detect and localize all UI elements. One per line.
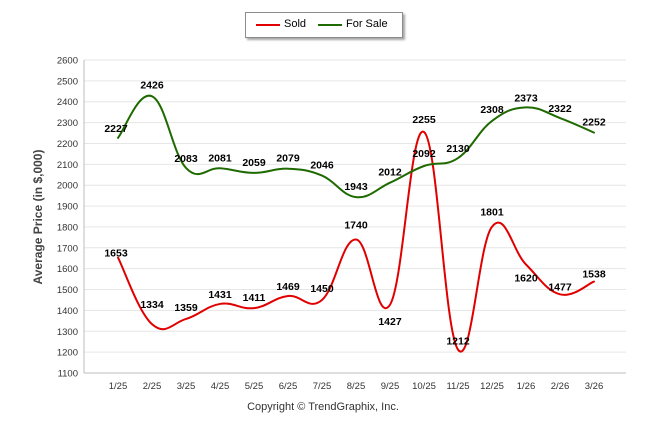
copyright-text: Copyright © TrendGraphix, Inc.: [247, 401, 399, 413]
data-label-for-sale: 2079: [276, 153, 300, 165]
data-label-sold: 1427: [378, 316, 402, 328]
y-tick-label: 1400: [57, 306, 78, 317]
data-label-sold: 1431: [208, 289, 232, 301]
data-label-sold: 1740: [344, 219, 368, 231]
x-tick-label: 2/26: [551, 381, 570, 392]
data-label-for-sale: 2092: [412, 148, 436, 160]
data-label-for-sale: 2308: [480, 104, 504, 116]
data-label-for-sale: 2059: [242, 157, 266, 169]
data-label-for-sale: 2373: [514, 92, 538, 104]
data-label-for-sale: 2227: [104, 123, 128, 135]
x-tick-label: 6/25: [279, 381, 298, 392]
x-tick-label: 3/26: [585, 381, 604, 392]
legend-label-sold: Sold: [284, 18, 307, 30]
legend-label-for-sale: For Sale: [346, 18, 388, 30]
y-tick-label: 1200: [57, 348, 78, 359]
data-label-for-sale: 2130: [446, 143, 470, 155]
data-label-sold: 1620: [514, 272, 538, 284]
series-line-sold: [117, 130, 595, 353]
y-tick-label: 1300: [57, 327, 78, 338]
data-labels: 1653 1334 1359 1431 1411 1469 1450 1740 1427 2255…: [104, 79, 606, 347]
data-label-sold: 1538: [582, 269, 606, 281]
data-label-sold: 1801: [480, 207, 504, 219]
grid: [84, 59, 626, 374]
data-label-sold: 1359: [174, 302, 198, 314]
data-label-sold: 1653: [104, 248, 128, 260]
data-label-sold: 1212: [446, 336, 470, 348]
y-tick-label: 2000: [57, 181, 78, 192]
data-label-for-sale: 2322: [548, 103, 572, 115]
data-label-for-sale: 1943: [344, 181, 368, 193]
y-tick-label: 2100: [57, 160, 78, 171]
x-tick-label: 8/25: [347, 381, 366, 392]
y-tick-label: 1700: [57, 243, 78, 254]
y-tick-label: 1900: [57, 202, 78, 213]
x-tick-label: 11/25: [446, 381, 469, 392]
y-tick-label: 1800: [57, 222, 78, 233]
data-label-for-sale: 2012: [378, 167, 402, 179]
x-tick-label: 9/25: [381, 381, 400, 392]
y-tick-label: 2600: [57, 56, 78, 67]
y-tick-label: 2200: [57, 139, 78, 150]
data-label-sold: 2255: [412, 114, 436, 126]
x-tick-label: 1/26: [517, 381, 536, 392]
legend-swatch-for-sale: [318, 24, 342, 26]
data-label-sold: 1411: [243, 292, 266, 304]
y-tick-label: 1500: [57, 285, 78, 296]
y-tick-label: 2300: [57, 118, 78, 129]
y-tick-label: 1100: [58, 369, 78, 380]
series-layer: [117, 94, 595, 353]
x-tick-label: 4/25: [211, 381, 230, 392]
data-label-for-sale: 2081: [208, 152, 232, 164]
y-axis-label: Average Price (in $,000): [31, 149, 45, 285]
x-tick-label: 10/25: [412, 381, 436, 392]
data-label-for-sale: 2083: [174, 153, 198, 165]
x-tick-label: 3/25: [177, 381, 196, 392]
x-tick-label: 7/25: [313, 381, 332, 392]
x-tick-label: 2/25: [143, 381, 162, 392]
legend-swatch-sold: [256, 24, 280, 26]
y-tick-label: 1600: [57, 264, 78, 275]
axes: 1100 1200 1300 1400 1500 1600 1700 1800 1900 2000…: [57, 56, 626, 392]
data-label-sold: 1334: [140, 299, 164, 311]
legend: Sold For Sale: [245, 12, 403, 38]
y-tick-label: 2400: [57, 97, 78, 108]
series-line-for-sale: [117, 94, 595, 199]
data-label-for-sale: 2426: [140, 79, 164, 91]
data-label-for-sale: 2252: [582, 117, 606, 129]
data-label-for-sale: 2046: [310, 160, 334, 172]
data-label-sold: 1477: [548, 281, 572, 293]
x-tick-label: 1/25: [109, 381, 128, 392]
x-tick-label: 5/25: [245, 381, 264, 392]
data-label-sold: 1469: [276, 281, 300, 293]
data-label-sold: 1450: [310, 283, 334, 295]
x-tick-label: 12/25: [480, 381, 504, 392]
y-tick-label: 2500: [57, 76, 78, 87]
